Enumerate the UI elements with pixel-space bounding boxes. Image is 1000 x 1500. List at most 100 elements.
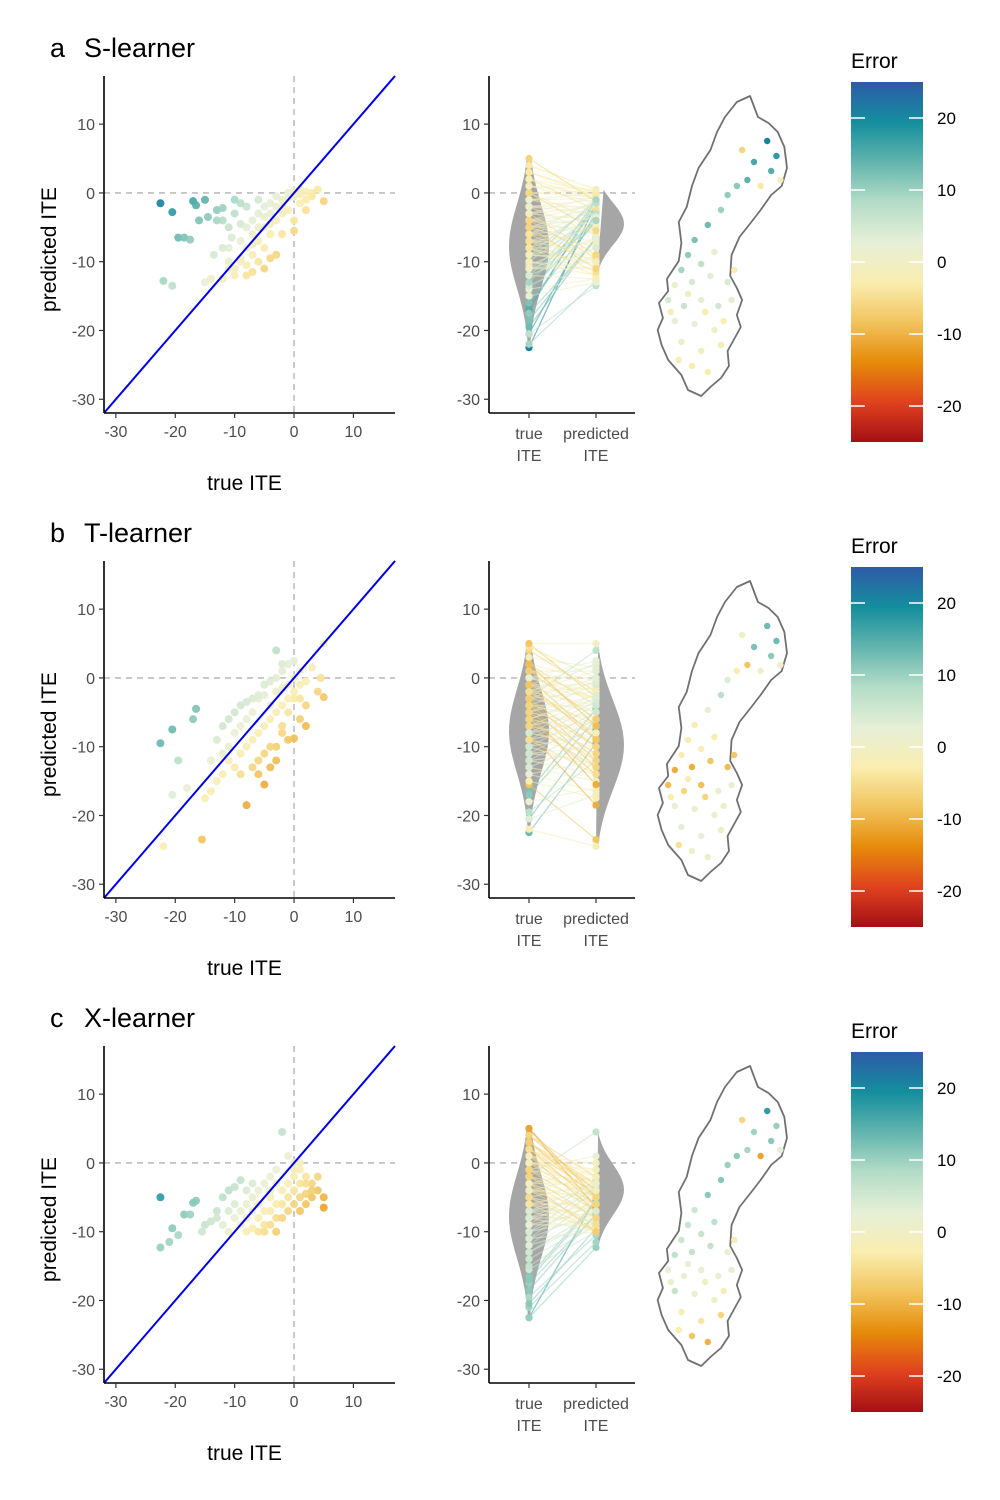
violin-plot: -30 -20 -10 0 10 true ITE predicted ITE — [457, 561, 635, 950]
map-point — [767, 1137, 775, 1145]
pair-line — [528, 718, 597, 762]
map-point — [764, 137, 771, 145]
map-point — [701, 1278, 709, 1286]
scatter-point — [168, 1224, 177, 1233]
true-point — [525, 708, 533, 716]
map-point — [711, 1296, 718, 1304]
map-outline — [656, 580, 788, 882]
scatter-point — [248, 268, 257, 277]
scatter-point — [236, 770, 245, 779]
map-point — [738, 631, 746, 639]
map-point — [724, 191, 731, 199]
map-point — [733, 667, 741, 675]
scatter-point — [260, 1179, 269, 1188]
scatter-point — [230, 264, 239, 273]
scatter-point — [301, 187, 310, 196]
y-tick-label: -10 — [457, 255, 480, 272]
scatter-point — [272, 687, 281, 696]
map-point — [701, 308, 709, 316]
true-point — [525, 1300, 533, 1308]
y-tick-label: -10 — [457, 1225, 480, 1242]
map-point — [688, 362, 696, 370]
scatter-point — [284, 1152, 293, 1161]
map-point — [680, 1272, 688, 1280]
scatter-point — [236, 1207, 245, 1216]
y-tick-label: -20 — [72, 1293, 95, 1310]
map-point — [724, 1248, 731, 1256]
pair-line — [528, 766, 597, 782]
map-point — [711, 811, 718, 819]
predicted-point — [592, 1228, 600, 1236]
scatter-point — [284, 1193, 293, 1202]
true-point — [525, 278, 533, 286]
true-point — [525, 681, 533, 689]
predicted-point — [592, 1166, 600, 1174]
map-point — [707, 757, 714, 765]
true-point — [525, 316, 533, 324]
scatter-point — [316, 673, 325, 682]
x-tick-label: -30 — [104, 424, 127, 441]
scatter-point — [242, 1200, 251, 1209]
map-point — [773, 152, 780, 160]
x-axis-title: true ITE — [207, 1442, 282, 1465]
scatter-point — [307, 1193, 316, 1202]
scatter-point — [301, 1189, 310, 1198]
scatter-point — [266, 209, 275, 218]
true-point — [525, 722, 533, 730]
map-point — [750, 1128, 758, 1136]
true-point — [525, 196, 533, 204]
map-point — [671, 1287, 678, 1295]
scatter-point — [174, 756, 183, 765]
pair-line — [528, 226, 597, 270]
map-point — [680, 787, 688, 795]
y-tick-label: 10 — [462, 117, 480, 134]
scatter-point — [266, 1207, 275, 1216]
scatter-point — [295, 715, 304, 724]
scatter-plot: -30 -20 -10 0 10 -30 -20 -10 0 10 true ITE predicte… — [38, 75, 396, 495]
legend-tick-label: 20 — [937, 109, 956, 128]
predicted-point — [592, 1207, 600, 1215]
scatter-point — [260, 1207, 269, 1216]
pair-line — [528, 199, 597, 208]
scatter-point — [248, 763, 257, 772]
pair-line — [528, 701, 597, 734]
scatter-point — [284, 1207, 293, 1216]
legend-tick-label: 20 — [937, 1079, 956, 1098]
pair-line — [528, 199, 597, 211]
map-point — [684, 1260, 692, 1268]
scatter-point — [313, 1186, 322, 1195]
map-point — [767, 167, 775, 175]
map-point — [698, 1266, 705, 1274]
scatter-point — [266, 763, 275, 772]
scatter-point — [272, 673, 281, 682]
map-point — [684, 736, 692, 744]
scatter-point — [165, 1238, 174, 1247]
y-tick-label: -10 — [72, 740, 95, 757]
predicted-point — [592, 646, 600, 655]
pair-line — [528, 192, 597, 232]
scatter-point — [254, 1227, 263, 1236]
scatter-point — [224, 1207, 233, 1216]
pair-line — [528, 240, 597, 246]
violin-plot: -30 -20 -10 0 10 true ITE predicted ITE — [457, 1046, 635, 1435]
map-point — [733, 1152, 741, 1160]
true-point — [525, 230, 533, 238]
map-point — [720, 317, 727, 325]
true-point — [525, 271, 533, 280]
legend-title: Error — [851, 535, 898, 558]
scatter-point — [248, 708, 257, 717]
scatter-point — [278, 195, 287, 204]
map-point — [680, 302, 688, 310]
category-label-predicted: predicted — [563, 426, 629, 443]
scatter-point — [186, 235, 195, 244]
scatter-point — [295, 1179, 304, 1188]
scatter-point — [266, 742, 275, 751]
pair-line — [528, 691, 597, 727]
true-point — [525, 694, 533, 703]
true-point — [525, 743, 533, 751]
pair-line — [528, 773, 597, 793]
scatter-point — [206, 1217, 215, 1226]
scatter-point — [168, 281, 177, 290]
scatter-point — [168, 208, 177, 217]
scatter-point — [248, 1193, 257, 1202]
